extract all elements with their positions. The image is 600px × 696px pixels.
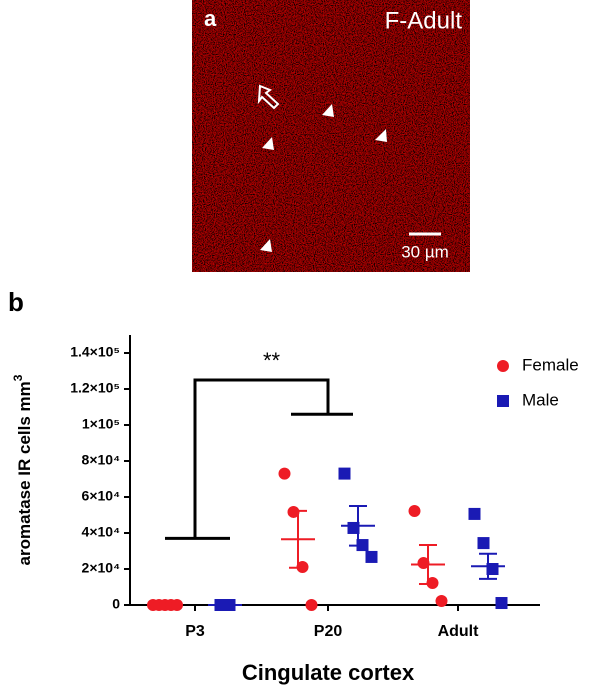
- y-tick-label: 0: [112, 596, 120, 612]
- point: [278, 467, 291, 480]
- error-bar: [479, 552, 497, 580]
- point: [417, 557, 430, 570]
- x-tick-label: Adult: [438, 623, 480, 640]
- point: [287, 505, 300, 518]
- panel-label: F-Adult: [385, 7, 463, 34]
- sig-label: **: [263, 348, 281, 373]
- x-axis-title: Cingulate cortex: [242, 660, 415, 685]
- y-tick-label: 8×10⁴: [82, 452, 121, 468]
- legend-label: Female: [522, 355, 579, 374]
- point: [305, 599, 318, 611]
- point: [338, 467, 351, 480]
- y-axis-title-sup: 3: [11, 374, 25, 381]
- sig-bracket: [193, 378, 330, 539]
- panel-letter: b: [8, 287, 24, 317]
- legend-marker: [497, 395, 509, 407]
- point: [468, 507, 481, 520]
- point: [435, 595, 448, 608]
- y-tick-label: 6×10⁴: [82, 488, 121, 504]
- x-tick-label: P20: [314, 623, 343, 640]
- y-tick-label: 1.4×10⁵: [70, 344, 120, 360]
- micrograph: a F-Adult 30 µm: [192, 0, 470, 272]
- point: [408, 505, 421, 518]
- x-tick-label: P3: [185, 623, 205, 640]
- y-tick-label: 4×10⁴: [82, 524, 121, 540]
- point: [495, 597, 508, 610]
- legend-label: Male: [522, 390, 559, 409]
- point: [477, 537, 490, 550]
- point: [365, 550, 378, 563]
- scale-bar-label: 30 µm: [401, 242, 449, 261]
- y-tick-label: 1×10⁵: [82, 416, 120, 432]
- y-tick-label: 1.2×10⁵: [70, 380, 120, 396]
- panel-letter: a: [204, 6, 217, 31]
- legend-marker: [497, 360, 509, 372]
- y-tick-label: 2×10⁴: [82, 560, 121, 576]
- y-axis-title: aromatase IR cells mm3: [11, 374, 34, 565]
- error-bar: [419, 544, 437, 585]
- y-axis-title-text: aromatase IR cells mm: [15, 381, 34, 565]
- error-bar: [289, 509, 307, 569]
- error-bar: [349, 505, 367, 547]
